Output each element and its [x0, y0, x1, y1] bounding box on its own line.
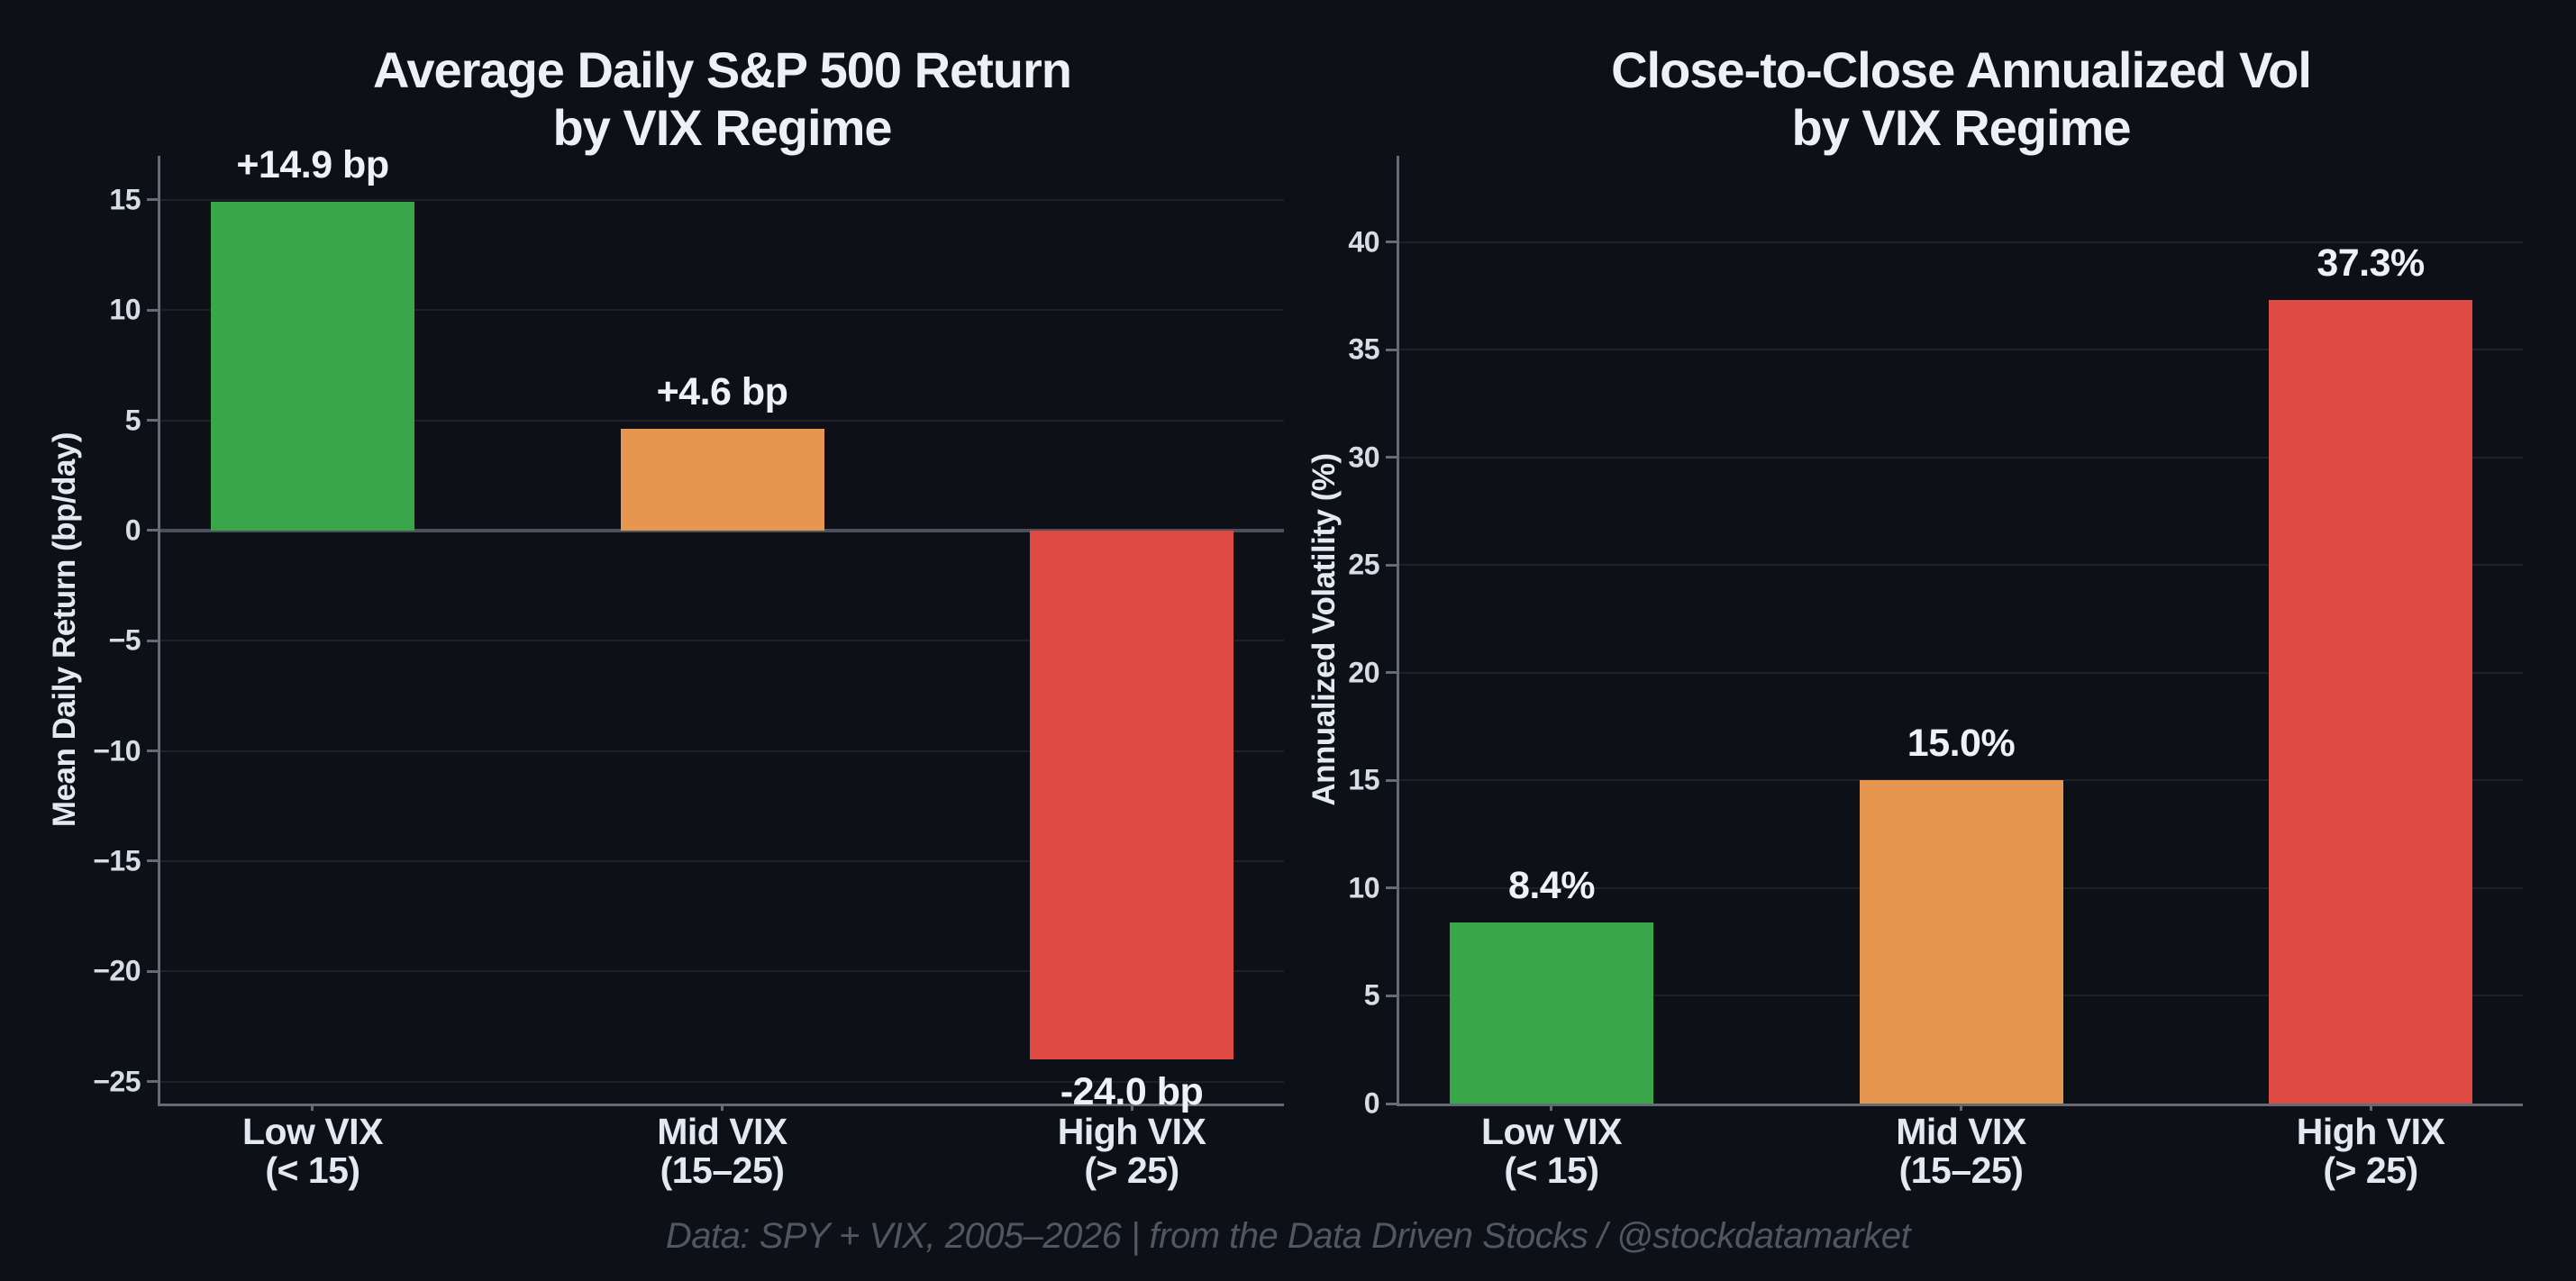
- x-tick-mark: [2369, 1104, 2372, 1111]
- gridline: [160, 640, 1284, 642]
- y-tick-label: 0: [1363, 1086, 1380, 1120]
- x-tick-mark: [1550, 1104, 1553, 1111]
- y-tick-label: −20: [93, 954, 141, 987]
- y-tick-label: −25: [93, 1065, 141, 1098]
- bar: [620, 429, 824, 531]
- y-tick-label: 0: [124, 513, 141, 547]
- chart-annualized-vol: Close-to-Close Annualized Vol by VIX Reg…: [1288, 0, 2576, 1281]
- y-tick-mark: [1386, 778, 1397, 782]
- bar: [1449, 922, 1653, 1104]
- x-tick-label: Mid VIX (15–25): [657, 1111, 787, 1191]
- x-tick-label: Mid VIX (15–25): [1896, 1111, 2026, 1191]
- y-tick-mark: [1386, 1102, 1397, 1105]
- gridline: [160, 309, 1284, 312]
- y-tick-label: −5: [108, 623, 141, 657]
- gridline: [1399, 241, 2523, 243]
- y-tick-mark: [1386, 241, 1397, 244]
- x-tick-mark: [721, 1104, 724, 1111]
- y-tick-mark: [147, 859, 158, 863]
- y-tick-mark: [1386, 456, 1397, 459]
- y-tick-mark: [1386, 671, 1397, 675]
- bar-value-label: -24.0 bp: [1060, 1070, 1204, 1114]
- y-tick-mark: [147, 529, 158, 532]
- y-tick-label: 5: [124, 404, 141, 437]
- y-tick-label: 25: [1348, 548, 1379, 581]
- x-tick-label: Low VIX (< 15): [241, 1111, 383, 1191]
- y-tick-mark: [147, 1080, 158, 1084]
- y-tick-label: 35: [1348, 332, 1379, 366]
- chart-title: Average Daily S&P 500 Return by VIX Regi…: [372, 41, 1072, 156]
- gridline: [160, 750, 1284, 752]
- gridline: [1399, 671, 2523, 674]
- y-axis-spine: [158, 156, 160, 1106]
- chart-avg-daily-return: Average Daily S&P 500 Return by VIX Regi…: [47, 41, 1284, 1190]
- bar: [1030, 530, 1234, 1060]
- x-tick-label: Low VIX (< 15): [1480, 1111, 1622, 1191]
- x-tick-mark: [311, 1104, 314, 1111]
- y-tick-label: −15: [93, 844, 141, 877]
- chart-title: Close-to-Close Annualized Vol by VIX Reg…: [1611, 41, 2312, 156]
- plot-area: 0 5 10 15 20 25 30 35 40 8.4% Low VIX (< 15) 15.0% M…: [1348, 156, 2523, 1190]
- y-tick-mark: [1386, 563, 1397, 567]
- gridline: [1399, 456, 2523, 459]
- y-tick-label: 10: [109, 293, 141, 326]
- gridline: [160, 859, 1284, 862]
- bar: [1859, 780, 2063, 1104]
- y-tick-mark: [147, 639, 158, 642]
- y-tick-label: 30: [1348, 441, 1379, 474]
- y-tick-mark: [147, 969, 158, 973]
- y-tick-label: 15: [1348, 763, 1379, 796]
- gridline: [160, 419, 1284, 422]
- y-axis-label: Mean Daily Return (bp/day): [47, 432, 82, 828]
- bar-value-label: +4.6 bp: [656, 370, 788, 414]
- y-axis-spine: [1397, 156, 1399, 1106]
- y-tick-label: 10: [1348, 871, 1379, 904]
- y-tick-mark: [1386, 886, 1397, 890]
- bar-value-label: +14.9 bp: [236, 143, 389, 187]
- bar: [210, 202, 414, 531]
- bar: [2269, 300, 2473, 1104]
- x-tick-label: High VIX (> 25): [2296, 1111, 2445, 1191]
- y-tick-label: 40: [1348, 225, 1379, 259]
- y-axis-label: Annualized Volatility (%): [1306, 453, 1342, 806]
- gridline: [1399, 349, 2523, 351]
- zero-baseline: [160, 528, 1284, 532]
- y-tick-mark: [147, 308, 158, 312]
- source-caption: Data: SPY + VIX, 2005–2026 | from the Da…: [665, 1216, 1911, 1256]
- y-tick-mark: [147, 750, 158, 753]
- gridline: [1399, 564, 2523, 567]
- plot-area: 15 10 5 0 −5 −10 −15 −20 −25 +14.9 bp Low VIX (< 1…: [93, 143, 1284, 1190]
- y-tick-mark: [1386, 348, 1397, 351]
- y-tick-label: 5: [1363, 978, 1380, 1012]
- x-tick-mark: [1960, 1104, 1962, 1111]
- x-tick-mark: [1130, 1104, 1133, 1111]
- y-tick-label: 20: [1348, 656, 1379, 689]
- gridline: [160, 198, 1284, 201]
- y-tick-mark: [147, 419, 158, 422]
- gridline: [160, 1080, 1284, 1083]
- bar-value-label: 37.3%: [2317, 241, 2425, 286]
- gridline: [160, 970, 1284, 973]
- x-tick-label: High VIX (> 25): [1057, 1111, 1206, 1191]
- bar-value-label: 8.4%: [1507, 864, 1596, 908]
- bar-value-label: 15.0%: [1907, 722, 2016, 766]
- y-tick-label: −10: [93, 734, 141, 768]
- y-tick-label: 15: [109, 183, 141, 216]
- y-tick-mark: [147, 198, 158, 202]
- y-tick-mark: [1386, 994, 1397, 997]
